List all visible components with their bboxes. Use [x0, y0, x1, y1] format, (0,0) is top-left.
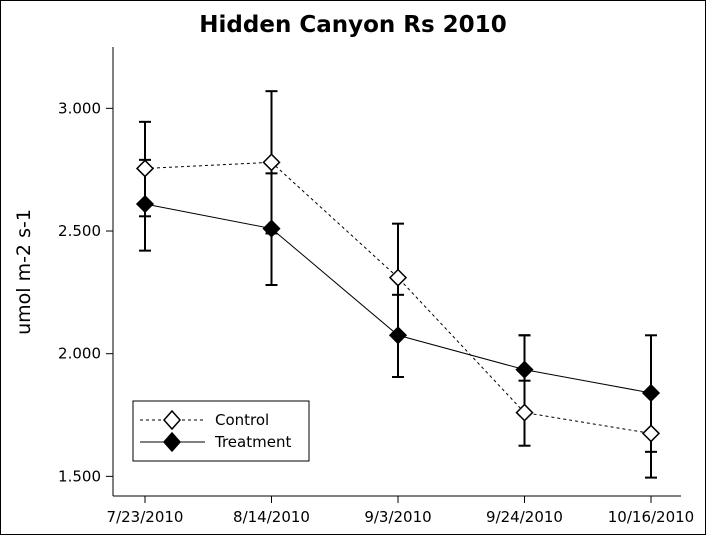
chart-title: Hidden Canyon Rs 2010 [199, 12, 506, 38]
data-point-control [135, 159, 155, 178]
data-point-treatment [388, 326, 408, 345]
x-tick-label: 8/14/2010 [233, 508, 310, 526]
data-point-treatment [641, 383, 661, 403]
legend: Control Treatment [132, 400, 310, 462]
y-tick-label: 2.500 [58, 222, 101, 240]
legend-control-marker [162, 409, 182, 431]
y-tick-label: 3.000 [58, 99, 101, 117]
axes [112, 47, 681, 497]
data-point-treatment [135, 194, 155, 214]
y-tick-label: 1.500 [58, 467, 101, 485]
data-point-control [388, 268, 408, 287]
data-point-control [641, 424, 661, 443]
legend-treatment-marker [162, 431, 182, 453]
x-ticks: 7/23/2010 8/14/2010 9/3/2010 9/24/2010 10/16… [107, 496, 694, 526]
y-tick-label: 2.000 [58, 345, 101, 363]
x-tick-label: 9/24/2010 [486, 508, 563, 526]
legend-box [132, 400, 310, 462]
series-line-control [144, 161, 652, 434]
y-axis-label: umol m-2 s-1 [13, 209, 35, 335]
data-point-treatment [262, 219, 281, 238]
data-point-control [262, 153, 281, 172]
legend-control-label: Control [215, 411, 269, 429]
x-tick-label: 9/3/2010 [364, 508, 431, 526]
x-tick-label: 10/16/2010 [608, 508, 694, 526]
data-point-control [515, 403, 534, 422]
data-point-treatment [515, 360, 534, 379]
legend-treatment-label: Treatment [214, 433, 291, 451]
y-ticks: 1.500 2.000 2.500 3.000 [58, 99, 113, 485]
series-layer [135, 90, 661, 479]
x-tick-label: 7/23/2010 [107, 508, 184, 526]
